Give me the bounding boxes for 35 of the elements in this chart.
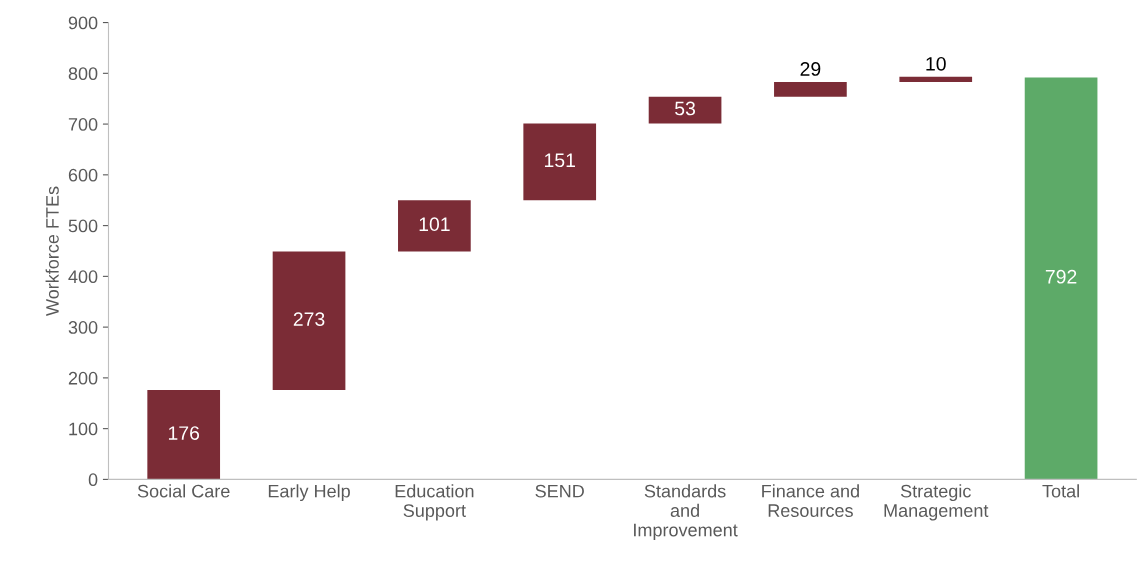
y-tick-label: 400 — [68, 270, 98, 284]
y-tick-label: 600 — [68, 168, 98, 182]
y-tick-label: 500 — [68, 219, 98, 233]
data-label: 792 — [1045, 269, 1077, 284]
y-tick-label: 200 — [68, 371, 98, 385]
bar — [648, 96, 722, 124]
data-label: 10 — [926, 56, 946, 71]
bar — [899, 76, 973, 82]
x-tick-label: SEND — [535, 484, 584, 498]
bar — [774, 81, 847, 97]
x-tick-label: Strategic Management — [884, 484, 989, 521]
data-label: 176 — [168, 426, 200, 440]
data-label: 29 — [800, 62, 821, 76]
data-label: 273 — [293, 312, 325, 326]
bar — [523, 123, 597, 201]
x-tick-label: Social Care — [137, 484, 230, 498]
y-tick-label: 0 — [88, 473, 98, 487]
bar — [147, 390, 221, 480]
bar — [398, 200, 471, 252]
data-label: 53 — [675, 101, 696, 116]
y-tick-label: 900 — [68, 16, 98, 30]
y-axis-title: Workforce FTEs — [45, 186, 59, 316]
y-tick-label: 300 — [68, 321, 98, 334]
y-tick-label: 800 — [68, 67, 98, 81]
x-tick-label: Standards and Improvement — [634, 484, 738, 540]
x-tick-label: Education Support — [395, 484, 474, 521]
bar — [1024, 77, 1098, 480]
x-tick-label: Total — [1042, 484, 1079, 498]
data-label: 101 — [419, 217, 450, 232]
y-tick-label: 100 — [69, 422, 98, 436]
y-tick-label: 700 — [68, 118, 98, 131]
x-tick-label: Finance and Resources — [762, 484, 859, 517]
bar — [272, 251, 346, 391]
data-label: 151 — [544, 153, 575, 168]
x-tick-label: Early Help — [268, 484, 350, 502]
